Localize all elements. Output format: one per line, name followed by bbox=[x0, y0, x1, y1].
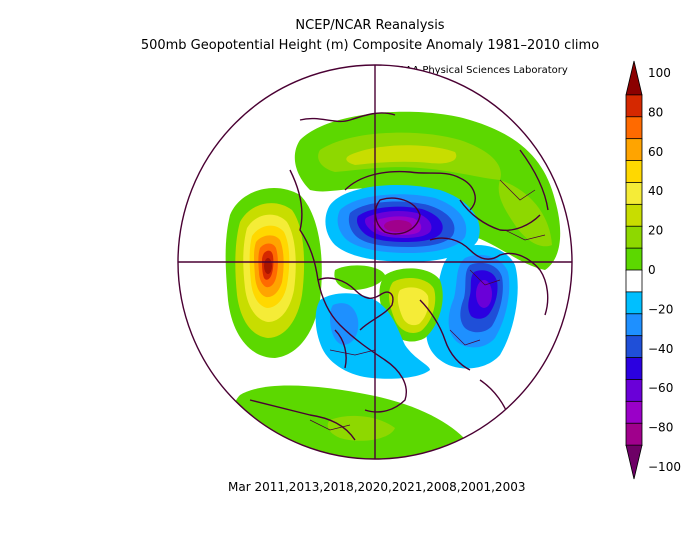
colorbar-tick-label: −60 bbox=[648, 381, 673, 395]
colorbar-swatch bbox=[625, 94, 643, 118]
colorbar-swatch bbox=[625, 444, 643, 480]
colorbar-swatch bbox=[625, 357, 643, 381]
composite-years-label: Mar 2011,2013,2018,2020,2021,2008,2001,2… bbox=[228, 480, 526, 494]
colorbar-swatch bbox=[625, 291, 643, 315]
anomaly-negative-europe bbox=[426, 245, 518, 369]
colorbar-swatch bbox=[625, 269, 643, 293]
colorbar-swatch bbox=[625, 138, 643, 162]
colorbar-swatch bbox=[625, 182, 643, 206]
colorbar-swatch bbox=[625, 400, 643, 425]
colorbar-swatch bbox=[625, 313, 643, 337]
colorbar-tick-label: 60 bbox=[648, 145, 663, 159]
colorbar-swatch bbox=[625, 160, 643, 184]
anomaly-positive-pacific bbox=[225, 187, 322, 358]
colorbar-tick-label: 80 bbox=[648, 105, 663, 119]
colorbar-tick-label: −20 bbox=[648, 302, 673, 316]
colorbar-swatch bbox=[625, 116, 643, 140]
colorbar-swatch bbox=[625, 225, 643, 250]
colorbar-tick-label: −80 bbox=[648, 421, 673, 435]
colorbar-tick-label: −100 bbox=[648, 460, 681, 474]
colorbar-tick-label: 0 bbox=[648, 263, 656, 277]
colorbar-tick-label: 20 bbox=[648, 224, 663, 238]
chart-title: NCEP/NCAR Reanalysis bbox=[295, 18, 445, 33]
colorbar-tick-label: 100 bbox=[648, 66, 671, 80]
country-borders bbox=[309, 179, 546, 431]
colorbar-tick-label: 40 bbox=[648, 184, 663, 198]
colorbar-swatch bbox=[625, 60, 643, 96]
colorbar-swatch bbox=[625, 247, 643, 271]
coastlines bbox=[249, 112, 549, 441]
colorbar-swatch bbox=[625, 422, 643, 447]
credit-label: NOAA Physical Sciences Laboratory bbox=[390, 65, 568, 76]
colorbar-swatch bbox=[625, 379, 643, 403]
colorbar-swatch bbox=[625, 335, 643, 359]
colorbar-tick-label: −40 bbox=[648, 342, 673, 356]
chart-subtitle: 500mb Geopotential Height (m) Composite … bbox=[140, 38, 600, 53]
colorbar-swatch bbox=[625, 203, 643, 228]
